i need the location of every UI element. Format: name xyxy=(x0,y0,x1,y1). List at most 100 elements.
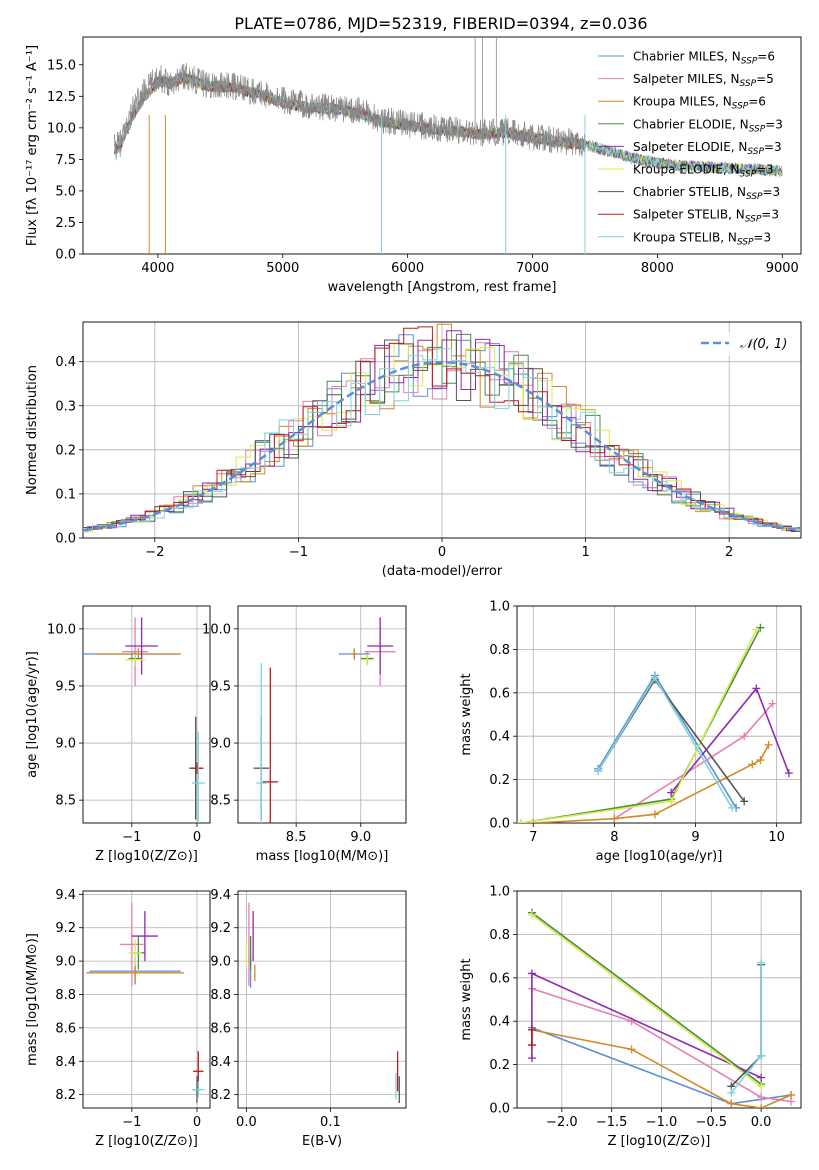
mw_vs_Z-ytick-label: 0.8 xyxy=(489,928,510,943)
mw_vs_Z-marker xyxy=(527,1054,536,1063)
spectrum-ytick-label: 0.0 xyxy=(55,248,76,263)
legend-series-name: Kroupa STELIB xyxy=(633,230,720,244)
mw_vs_age-marker xyxy=(610,814,619,823)
mw_vs_Z-series-5 xyxy=(531,914,762,1087)
mass_vs_ebv-ytick-label: 8.8 xyxy=(210,988,231,1003)
legend-n-symbol: , N xyxy=(715,95,732,109)
mass_vs_Z-errorbars xyxy=(86,902,205,1103)
residuals-ytick-label: 0.0 xyxy=(55,532,76,547)
figure-title: PLATE=0786, MJD=52319, FIBERID=0394, z=0… xyxy=(234,14,647,33)
spectrum-ytick-label: 2.5 xyxy=(55,216,76,231)
spectrum-legend-label-2: Kroupa MILES, NSSP=6 xyxy=(633,95,766,112)
mw_vs_Z-xtick-label: −2.0 xyxy=(546,1115,578,1130)
mw_vs_Z-marker xyxy=(627,1045,636,1054)
residuals-xtick-label: −1 xyxy=(289,545,308,560)
mw_vs_age-xtick-label: 8 xyxy=(610,830,618,845)
age_vs_Z-frame xyxy=(82,605,211,824)
mw_vs_Z-marker xyxy=(757,1104,766,1108)
mw_vs_age-marker xyxy=(752,684,761,693)
mw_vs_age-marker xyxy=(768,699,777,708)
mw_vs_Z-marker xyxy=(757,1082,766,1091)
mw_vs_age-marker xyxy=(752,625,761,634)
age_vs_Z-errorbars xyxy=(83,617,205,823)
mass_vs_Z-ytick-label: 9.0 xyxy=(55,955,76,970)
mass_vs_Z-ytick-label: 8.8 xyxy=(55,988,76,1003)
legend-series-name: Chabrier ELODIE xyxy=(633,117,732,131)
mw_vs_Z-marker xyxy=(757,1093,766,1102)
mw_vs_Z-ytick-label: 0.2 xyxy=(489,1058,510,1073)
legend-ssp-sub: SSP xyxy=(749,124,766,134)
legend-n-symbol: , N xyxy=(732,117,749,131)
mass_vs_ebv-ytick-label: 9.0 xyxy=(210,955,231,970)
mass_vs_ebv-errorbars xyxy=(245,902,400,1103)
mw_vs_Z-ytick-label: 0.6 xyxy=(489,971,510,986)
age_vs_mass-ytick-label: 10.0 xyxy=(202,622,231,637)
normal-curve xyxy=(83,360,801,532)
mw_vs_age-marker xyxy=(667,788,676,797)
mw_vs_age-xtick-label: 9 xyxy=(691,830,699,845)
mw_vs_age-marker xyxy=(740,732,749,741)
mass_vs_ebv-ytick-label: 8.4 xyxy=(210,1055,231,1070)
legend-series-name: Chabrier STELIB xyxy=(633,185,729,199)
mw_vs_age-marker xyxy=(740,797,749,806)
age_vs_Z-ytick-label: 9.0 xyxy=(55,737,76,752)
mw_vs_Z-marker xyxy=(527,910,536,919)
mw_vs_Z-xlabel: Z [log10(Z/Z⊙)] xyxy=(608,1134,711,1149)
mw_vs_age-marker xyxy=(594,766,603,775)
mw_vs_age-ylabel: mass weight xyxy=(459,673,474,755)
legend-series-name: Salpeter STELIB xyxy=(633,208,728,222)
spectrum-legend-label-3: Chabrier ELODIE, NSSP=3 xyxy=(633,117,783,134)
mw_vs_Z-frame xyxy=(516,890,802,1109)
mw_vs_age-marker xyxy=(748,760,757,769)
legend-n-symbol: , N xyxy=(731,140,748,154)
residuals-ylabel: Normed distribution xyxy=(25,365,40,495)
mass_vs_Z-ylabel: mass [log10(M/M⊙)] xyxy=(25,933,40,1066)
mw_vs_age-xlabel: age [log10(age/yr)] xyxy=(596,849,723,864)
mw_vs_age-marker xyxy=(764,740,773,749)
residuals-xtick-label: 2 xyxy=(725,545,733,560)
legend-ssp-sub: SSP xyxy=(737,237,754,247)
mw_vs_age-frame xyxy=(516,605,802,824)
legend-nssp-value: =3 xyxy=(761,208,779,222)
mw_vs_Z-marker xyxy=(757,1051,766,1060)
mw_vs_Z-marker xyxy=(527,969,536,978)
spectrum-frame xyxy=(82,36,802,255)
mw_vs_age-ytick-label: 0.2 xyxy=(489,773,510,788)
legend-ssp-sub: SSP xyxy=(745,215,762,225)
mass_vs_ebv-xtick-label: 0.0 xyxy=(236,1115,257,1130)
legend-nssp-value: =3 xyxy=(764,140,782,154)
legend-n-symbol: , N xyxy=(724,50,741,64)
residuals-xtick-label: 1 xyxy=(581,545,589,560)
spectrum-data-line xyxy=(113,62,586,161)
legend-ssp-sub: SSP xyxy=(741,57,758,67)
spectrum-ylabel: Flux [fλ 10⁻¹⁷ erg cm⁻² s⁻¹ A⁻¹] xyxy=(25,45,40,246)
legend-nssp-value: =3 xyxy=(756,163,774,177)
mw_vs_age-marker xyxy=(650,673,659,682)
legend-nssp-value: =3 xyxy=(765,117,783,131)
age_vs_mass-ytick-label: 8.5 xyxy=(210,794,231,809)
mass_vs_ebv-ytick-label: 8.2 xyxy=(210,1088,231,1103)
age_vs_Z-ytick-label: 10.0 xyxy=(47,622,76,637)
mass_vs_Z-frame xyxy=(82,890,211,1109)
spectrum-legend-label-6: Chabrier STELIB, NSSP=3 xyxy=(633,185,780,202)
age_vs_mass-xtick-label: 8.5 xyxy=(286,830,307,845)
mw_vs_Z-lines xyxy=(527,908,796,1108)
age_vs_mass-xlabel: mass [log10(M/M⊙)] xyxy=(256,849,389,864)
residual-legend-box xyxy=(695,332,793,356)
mass_vs_ebv-xtick-label: 0.1 xyxy=(320,1115,341,1130)
mass_vs_Z-ytick-label: 9.4 xyxy=(55,888,76,903)
residual-hist-6 xyxy=(83,339,801,532)
spectrum-ytick-label: 10.0 xyxy=(47,121,76,136)
residuals-xlabel: (data-model)/error xyxy=(382,564,503,579)
age_vs_Z-xlabel: Z [log10(Z/Z⊙)] xyxy=(95,849,198,864)
legend-n-symbol: , N xyxy=(729,185,746,199)
mw_vs_Z-ytick-label: 1.0 xyxy=(489,885,510,900)
mass_vs_ebv-ytick-label: 8.6 xyxy=(210,1021,231,1036)
mw_vs_Z-ylabel: mass weight xyxy=(459,958,474,1040)
mass_vs_ebv-xlabel: E(B-V) xyxy=(302,1134,342,1149)
spectrum-ytick-label: 15.0 xyxy=(47,58,76,73)
legend-ssp-sub: SSP xyxy=(732,102,749,112)
mw_vs_Z-ytick-label: 0.0 xyxy=(489,1102,510,1117)
residuals-ytick-label: 0.3 xyxy=(55,399,76,414)
